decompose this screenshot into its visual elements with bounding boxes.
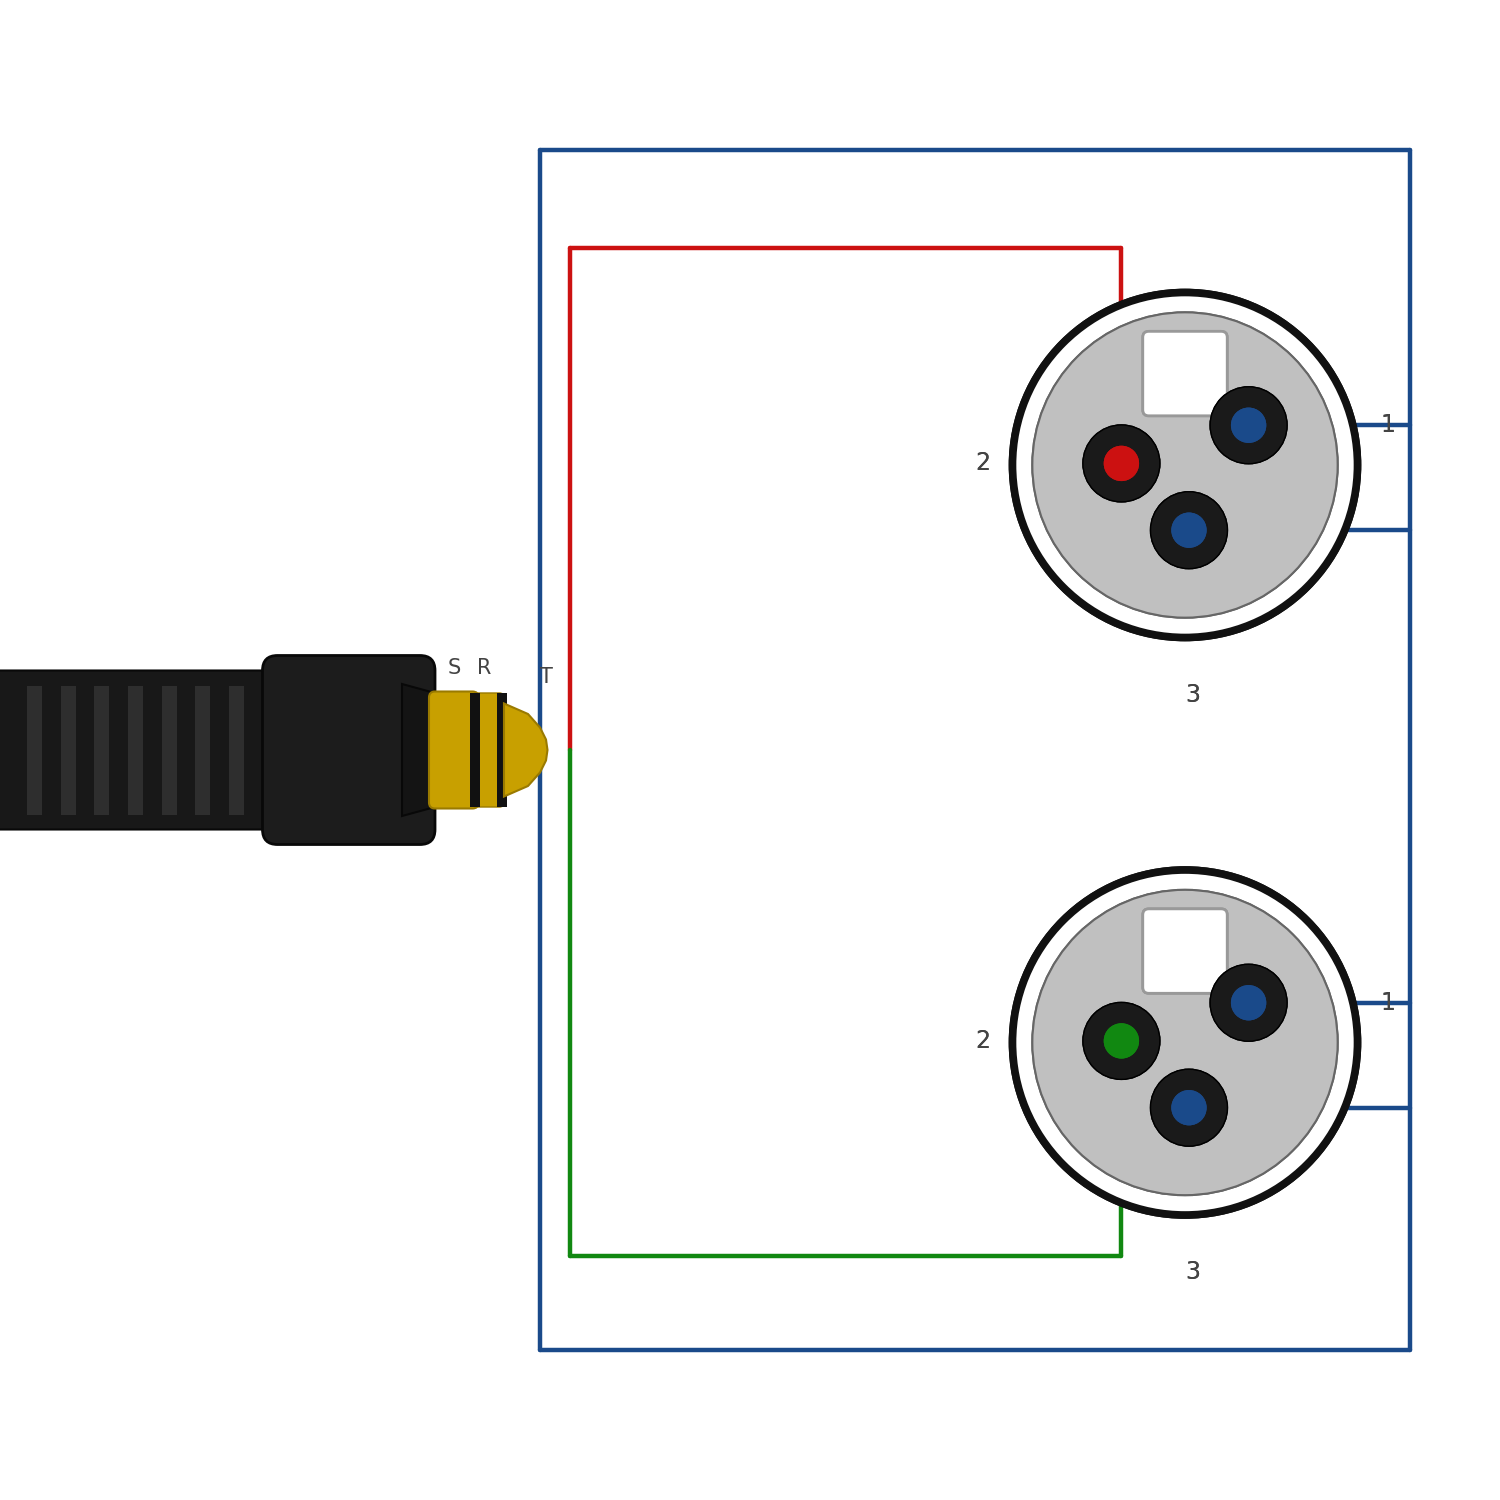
FancyBboxPatch shape — [0, 670, 342, 830]
Circle shape — [1232, 986, 1266, 1020]
Circle shape — [1083, 1002, 1160, 1080]
Text: 1: 1 — [1380, 992, 1395, 1014]
Text: 3: 3 — [1185, 1260, 1200, 1284]
Circle shape — [1013, 292, 1358, 638]
Circle shape — [1104, 1023, 1138, 1059]
Circle shape — [1172, 1090, 1206, 1125]
Text: 3: 3 — [1185, 682, 1200, 706]
Circle shape — [1172, 513, 1206, 548]
Text: 3: 3 — [1185, 682, 1200, 706]
Circle shape — [1150, 492, 1227, 568]
Circle shape — [1013, 292, 1358, 638]
Circle shape — [1210, 964, 1287, 1041]
Text: R: R — [477, 658, 492, 678]
FancyBboxPatch shape — [1143, 909, 1227, 993]
Circle shape — [1150, 492, 1227, 568]
Text: 1: 1 — [1380, 992, 1395, 1014]
Circle shape — [1150, 1070, 1227, 1146]
Circle shape — [1104, 446, 1138, 482]
Bar — [195, 686, 210, 814]
Circle shape — [1104, 1023, 1138, 1059]
Bar — [470, 693, 480, 807]
Circle shape — [1210, 387, 1287, 464]
Circle shape — [1232, 408, 1266, 442]
Text: T: T — [540, 668, 554, 687]
Polygon shape — [402, 684, 442, 816]
Circle shape — [1210, 387, 1287, 464]
Circle shape — [1083, 424, 1160, 502]
FancyBboxPatch shape — [429, 692, 478, 808]
Bar — [230, 686, 244, 814]
Circle shape — [1172, 513, 1206, 548]
FancyBboxPatch shape — [1143, 332, 1227, 416]
Circle shape — [1083, 424, 1160, 502]
Bar — [162, 686, 177, 814]
Circle shape — [1032, 890, 1338, 1196]
Bar — [27, 686, 42, 814]
Circle shape — [1013, 870, 1358, 1215]
Circle shape — [1013, 870, 1358, 1215]
Circle shape — [1232, 408, 1266, 442]
FancyBboxPatch shape — [262, 656, 435, 844]
Bar — [496, 693, 507, 807]
Text: S: S — [448, 658, 460, 678]
Text: 2: 2 — [975, 452, 990, 476]
Circle shape — [1032, 312, 1338, 618]
Circle shape — [1210, 964, 1287, 1041]
Bar — [60, 686, 75, 814]
Circle shape — [1083, 1002, 1160, 1080]
FancyBboxPatch shape — [472, 693, 504, 807]
FancyBboxPatch shape — [1143, 909, 1227, 993]
Text: 1: 1 — [1380, 414, 1395, 438]
Circle shape — [1150, 1070, 1227, 1146]
Bar — [128, 686, 142, 814]
Polygon shape — [504, 704, 548, 797]
Circle shape — [1104, 446, 1138, 482]
Circle shape — [1232, 986, 1266, 1020]
Text: 2: 2 — [975, 452, 990, 476]
Bar — [94, 686, 110, 814]
Circle shape — [1032, 890, 1338, 1196]
Text: 1: 1 — [1380, 414, 1395, 438]
Text: 3: 3 — [1185, 1260, 1200, 1284]
FancyBboxPatch shape — [1143, 332, 1227, 416]
Text: 2: 2 — [975, 1029, 990, 1053]
Text: 2: 2 — [975, 1029, 990, 1053]
Circle shape — [1032, 312, 1338, 618]
Bar — [262, 686, 278, 814]
Circle shape — [1172, 1090, 1206, 1125]
